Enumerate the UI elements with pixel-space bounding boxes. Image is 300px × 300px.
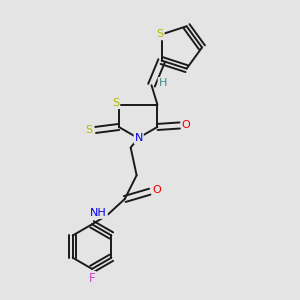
Text: H: H [159,78,167,88]
Text: O: O [182,121,190,130]
Text: S: S [157,29,164,39]
Text: F: F [89,272,95,285]
Text: S: S [85,125,93,135]
Text: O: O [152,185,161,195]
Text: N: N [134,133,143,143]
Text: S: S [112,98,119,108]
Text: NH: NH [90,208,107,218]
